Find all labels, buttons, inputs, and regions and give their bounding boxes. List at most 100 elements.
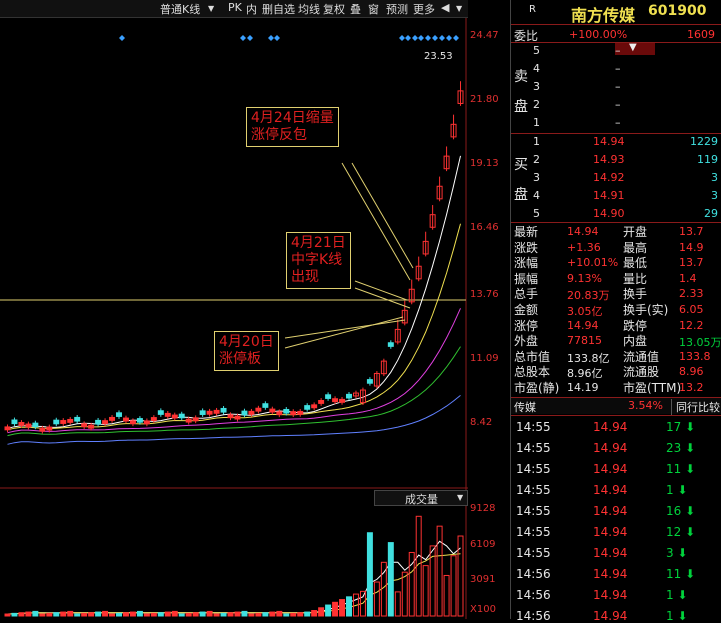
volume-indicator-select[interactable]: 成交量 ▼ xyxy=(374,490,468,506)
candle-body xyxy=(81,423,88,428)
stat-value: +1.36 xyxy=(567,240,601,254)
candle-body xyxy=(443,155,450,170)
price-axis-label: 19.13 xyxy=(470,158,499,169)
chart-grid xyxy=(0,18,468,619)
buy-volume: 119 xyxy=(697,153,718,166)
candle-body xyxy=(366,379,373,384)
volume-bar xyxy=(199,611,206,617)
candle-body xyxy=(380,360,387,375)
volume-bar xyxy=(18,612,25,617)
volume-bar xyxy=(74,613,81,617)
volume-bar xyxy=(60,611,67,617)
event-marker-diamond xyxy=(439,35,445,41)
pk-button[interactable]: PK xyxy=(228,1,242,14)
volume-bar xyxy=(220,612,227,617)
chevron-down-icon[interactable]: ▼ xyxy=(457,493,464,502)
trade-price: 14.94 xyxy=(593,567,628,581)
trade-time: 14:55 xyxy=(516,420,551,434)
volume-bar xyxy=(248,613,255,617)
chevron-down-icon[interactable]: ▼ xyxy=(208,4,215,13)
stat-value: 1.4 xyxy=(679,271,697,285)
trade-time: 14:55 xyxy=(516,462,551,476)
volume-bar xyxy=(311,610,318,617)
sound-icon[interactable]: ◀ xyxy=(441,1,450,14)
volume-bar xyxy=(325,604,332,617)
inner-button[interactable]: 内 xyxy=(246,3,257,16)
collapse-toggle[interactable]: ▼ xyxy=(615,42,655,55)
ma-button[interactable]: 均线 xyxy=(298,3,320,16)
more-button[interactable]: 更多 xyxy=(413,3,435,16)
sector-bar[interactable]: 传媒 3.54% 同行比较 xyxy=(511,398,721,415)
candle-body xyxy=(318,399,325,404)
candle-body xyxy=(276,411,283,416)
stat-value: 14.94 xyxy=(567,318,599,332)
volume-bar xyxy=(102,610,109,617)
remove-watchlist-button[interactable]: 删自选 xyxy=(262,3,295,16)
sell-level: 5 xyxy=(533,44,540,57)
volume-bar xyxy=(262,612,269,617)
window-button[interactable]: 窗 xyxy=(368,3,379,16)
candle-body xyxy=(32,422,39,428)
volume-bar xyxy=(150,612,157,617)
candlesticks xyxy=(4,81,464,434)
event-marker-diamond xyxy=(425,35,431,41)
candle-body xyxy=(102,420,109,425)
sell-price: – xyxy=(615,80,621,93)
trade-volume: 16 ⬇ xyxy=(666,504,696,518)
candle-body xyxy=(457,90,464,104)
trade-price: 14.94 xyxy=(593,609,628,623)
price-axis-label: 13.76 xyxy=(470,289,499,300)
trade-price: 14.94 xyxy=(593,483,628,497)
annotation-apr21: 4月21日 中字K线 出现 xyxy=(286,232,351,289)
candle-body xyxy=(387,342,394,347)
stat-value: 14.19 xyxy=(567,381,599,394)
volume-bar xyxy=(178,613,185,617)
sell-label: 卖盘 xyxy=(514,69,528,115)
candle-body xyxy=(325,394,332,399)
volume-bar xyxy=(387,542,394,617)
volume-bar xyxy=(46,612,53,617)
candle-body xyxy=(25,423,32,428)
volume-bar xyxy=(318,607,325,617)
overlay-button[interactable]: 叠 xyxy=(350,3,361,16)
price-axis-label: 8.42 xyxy=(470,417,493,428)
volume-bar xyxy=(164,611,171,617)
volume-bar xyxy=(241,610,248,617)
trade-time: 14:56 xyxy=(516,567,551,581)
price-axis-label: 21.80 xyxy=(470,94,499,105)
chevron-down-icon[interactable]: ▼ xyxy=(456,4,463,13)
kline-type-select[interactable]: 普通K线 xyxy=(160,3,201,16)
sell-level: 1 xyxy=(533,116,540,129)
volume-bar xyxy=(255,612,262,617)
sell-price: – xyxy=(615,116,621,129)
volume-bar xyxy=(429,545,436,617)
kline-chart[interactable] xyxy=(0,18,468,619)
volume-bar xyxy=(32,610,39,617)
chevron-down-icon[interactable]: ▼ xyxy=(629,42,637,53)
volume-bar xyxy=(11,612,18,617)
stat-label: 换手 xyxy=(623,287,648,302)
candle-body xyxy=(394,328,401,343)
volume-bar xyxy=(88,612,95,617)
peer-compare-tab[interactable]: 同行比较 xyxy=(671,399,720,415)
adjust-button[interactable]: 复权 xyxy=(323,3,345,16)
candle-body xyxy=(304,405,311,410)
stat-label: 跌停 xyxy=(623,318,648,333)
annotation-leader-line xyxy=(284,316,404,349)
quote-panel: R 南方传媒 601900 委比 +100.00% 1609 ▼ 卖盘 5 – 4 –… xyxy=(510,0,721,623)
stat-value: 8.96亿 xyxy=(567,367,603,381)
ma-line xyxy=(7,346,461,437)
candle-body xyxy=(53,419,60,425)
candle-body xyxy=(122,417,129,422)
stat-value: 6.05 xyxy=(679,303,704,316)
candle-body xyxy=(436,185,443,200)
volume-bar xyxy=(136,610,143,617)
volume-ma-lines xyxy=(7,540,461,615)
event-marker-diamond xyxy=(453,35,459,41)
forecast-button[interactable]: 预测 xyxy=(386,3,408,16)
stat-label: 涨跌 xyxy=(514,240,539,255)
candle-body xyxy=(269,408,276,413)
volume-bar xyxy=(129,611,136,617)
stat-label: 最新 xyxy=(514,225,539,239)
candle-body xyxy=(241,410,248,416)
